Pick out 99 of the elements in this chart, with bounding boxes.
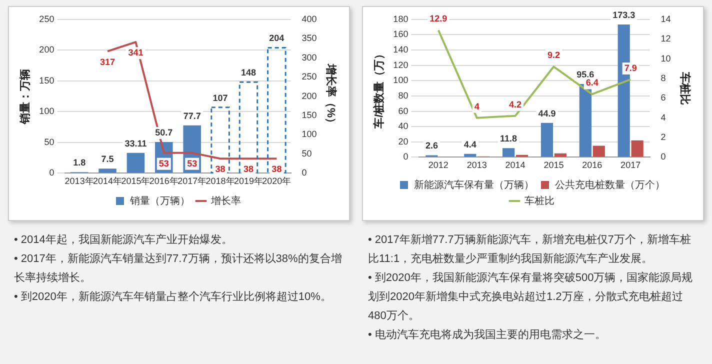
x-tick-label: 2020年: [262, 176, 292, 186]
legend-label: 公共充电桩数量（万个）: [555, 178, 665, 191]
x-tick-label: 2016年: [149, 176, 178, 186]
text: • 2017年，新能源汽车销量达到77.7万辆，预计还将以38%的复合增长率持续增长。: [14, 252, 343, 286]
x-tick-label: 2015年: [121, 176, 150, 186]
data-label: 53: [187, 158, 198, 168]
y-tick-label: 250: [39, 14, 54, 24]
x-tick-label: 2015: [544, 160, 564, 170]
bar: [238, 81, 258, 174]
bar: [592, 146, 605, 157]
y-tick-label: 60: [398, 106, 408, 116]
data-label: 44.9: [538, 108, 556, 118]
y-tick-label: 150: [39, 75, 54, 86]
y2-tick-label: 300: [302, 52, 317, 62]
y-axis-title: 销量：万辆: [18, 68, 32, 125]
x-tick-label: 2016: [582, 160, 602, 170]
data-label: 95.6: [576, 69, 594, 80]
x-tick-label: 2014年: [92, 176, 122, 186]
y2-tick-label: 12: [660, 34, 671, 44]
legend-label: 车桩比: [524, 194, 554, 207]
y-tick-label: 120: [393, 60, 408, 70]
x-tick-label: 2013: [466, 160, 487, 170]
data-label: 107: [212, 92, 228, 103]
data-label: 7.5: [101, 154, 114, 164]
data-label: 50.7: [155, 127, 173, 138]
y-tick-label: 20: [398, 136, 408, 146]
data-label: 77.7: [183, 110, 201, 121]
data-label: 6.4: [586, 78, 598, 88]
y2-tick-label: 2: [660, 132, 666, 142]
y2-tick-label: 4: [660, 112, 666, 122]
x-tick-label: 2017年: [178, 176, 207, 186]
y-tick-label: 100: [39, 106, 54, 116]
y-tick-label: 200: [39, 44, 54, 55]
bar: [267, 46, 286, 174]
data-label: 11.8: [500, 134, 518, 144]
y-tick-label: 100: [393, 75, 408, 86]
y-tick-label: 80: [398, 90, 408, 100]
x-tick-label: 2018年: [206, 176, 235, 186]
y-tick-label: 50: [44, 136, 54, 147]
y-axis-title: 车/桩数量（万）: [372, 48, 386, 130]
data-label: 7.9: [624, 62, 637, 73]
y2-tick-label: 100: [302, 129, 317, 140]
data-label: 38: [243, 164, 254, 174]
y2-tick-label: 350: [302, 33, 317, 44]
data-label: 53: [158, 158, 169, 168]
data-label: 12.9: [430, 14, 448, 24]
bar: [579, 84, 592, 157]
data-label: 33.11: [124, 138, 147, 148]
data-label: 4.2: [509, 99, 522, 110]
y2-tick-label: 8: [660, 72, 666, 83]
x-tick-label: 2014: [505, 160, 526, 170]
data-label: 38: [215, 164, 226, 174]
y2-tick-label: 14: [660, 14, 671, 24]
text: • 2017年新增77.7万辆新能源汽车，新增充电桩仅7万个，新增车桩比11:1，充电桩数量少严重制约我国新能源汽车产业发展。: [368, 232, 692, 267]
data-label: 317: [100, 56, 116, 67]
data-label: 4.4: [464, 139, 476, 150]
y2-axis-title: 车桩比: [678, 70, 692, 105]
data-label: 2.6: [425, 140, 438, 151]
text: • 到2020年，我国新能源汽车保有量将突破500万辆，国家能源局规划到2020年新增集中式充换电站超过1.2万座，分散式充电桩超过480万个。: [368, 270, 694, 324]
bar: [502, 148, 515, 157]
y2-tick-label: 400: [302, 14, 317, 24]
data-label: 38: [272, 164, 282, 174]
data-label: 204: [269, 33, 284, 44]
legend-label: 新能源汽车保有量（万辆）: [414, 178, 534, 191]
legend-label: 销量（万辆）: [129, 194, 190, 207]
bar: [540, 122, 554, 157]
y2-tick-label: 0: [660, 152, 666, 162]
y-tick-label: 0: [403, 152, 408, 162]
x-tick-label: 2013年: [64, 176, 94, 186]
y2-tick-label: 150: [302, 110, 317, 120]
data-label: 173.3: [612, 10, 636, 20]
y-tick-label: 180: [393, 14, 408, 24]
y-tick-label: 160: [393, 29, 408, 40]
data-label: 148: [240, 68, 256, 78]
y-tick-label: 0: [49, 168, 54, 178]
y2-tick-label: 6: [660, 92, 666, 103]
y2-tick-label: 10: [660, 53, 671, 64]
data-label: 341: [128, 48, 144, 58]
bar: [631, 140, 644, 157]
legend-label: 增长率: [210, 194, 241, 207]
y2-tick-label: 50: [302, 148, 312, 158]
bar: [126, 152, 145, 173]
y2-tick-label: 0: [302, 168, 307, 178]
y-tick-label: 140: [393, 44, 408, 55]
text: • 电动汽车充电将成为我国主要的用电需求之一。: [368, 328, 607, 343]
data-label: 9.2: [547, 50, 560, 60]
y2-tick-label: 200: [302, 90, 317, 101]
x-tick-label: 2012: [428, 160, 448, 170]
text: • 2014年起，我国新能源汽车产业开始爆发。: [14, 232, 234, 248]
bar: [210, 106, 230, 174]
x-tick-label: 2019年: [234, 176, 264, 186]
y2-tick-label: 250: [302, 72, 317, 82]
x-tick-label: 2017: [620, 160, 641, 170]
text: • 到2020年，新能源汽车年销量占整个汽车行业比例将超过10%。: [14, 290, 332, 305]
y2-axis-title: 增长率（%）: [324, 62, 338, 129]
y-tick-label: 40: [398, 121, 408, 132]
bar: [98, 168, 116, 173]
data-label: 4: [474, 101, 480, 112]
data-label: 1.8: [73, 158, 86, 168]
